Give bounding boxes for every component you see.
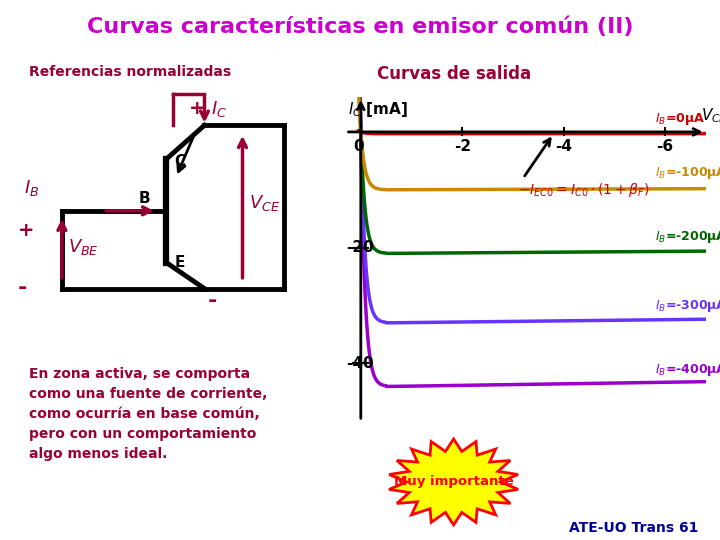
Text: +: + [17,221,34,240]
Text: -40: -40 [346,356,374,371]
Text: -20: -20 [346,240,374,255]
Text: $I_C$: $I_C$ [211,99,227,119]
Text: $V_{CE}$ [V]: $V_{CE}$ [V] [701,106,720,125]
Text: ATE-UO Trans 61: ATE-UO Trans 61 [569,521,698,535]
Text: -6: -6 [657,139,674,154]
Text: En zona activa, se comporta
como una fuente de corriente,
como ocurría en base c: En zona activa, se comporta como una fue… [29,367,267,461]
Text: $I_B$=0μA: $I_B$=0μA [655,111,705,127]
Text: $I_B$: $I_B$ [24,178,39,198]
Text: $I_B$=-400μA: $I_B$=-400μA [655,362,720,378]
Text: Muy importante: Muy importante [394,475,513,489]
Text: -: - [17,278,27,298]
Text: 0: 0 [354,139,364,154]
Text: $V_{CE}$: $V_{CE}$ [249,193,280,213]
Text: B: B [139,191,150,206]
Text: Referencias normalizadas: Referencias normalizadas [29,65,231,79]
Text: $-I_{EC0}=I_{C0}\cdot(1+\beta_F)$: $-I_{EC0}=I_{C0}\cdot(1+\beta_F)$ [518,181,650,199]
Text: $I_B$=-300μA: $I_B$=-300μA [655,298,720,314]
Text: -2: -2 [454,139,471,154]
Text: E: E [174,255,185,270]
Text: $V_{BE}$: $V_{BE}$ [68,237,99,257]
Text: C: C [174,154,186,170]
Text: -: - [207,291,217,311]
Polygon shape [389,439,518,525]
Text: Curvas características en emisor común (II): Curvas características en emisor común (… [86,16,634,37]
Text: +: + [189,98,205,118]
Text: Curvas de salida: Curvas de salida [377,65,531,83]
Text: $I_B$=-100μA: $I_B$=-100μA [655,165,720,181]
Text: -4: -4 [555,139,572,154]
Text: $I_C$ [mA]: $I_C$ [mA] [348,100,408,119]
Text: $I_B$=-200μA: $I_B$=-200μA [655,229,720,245]
